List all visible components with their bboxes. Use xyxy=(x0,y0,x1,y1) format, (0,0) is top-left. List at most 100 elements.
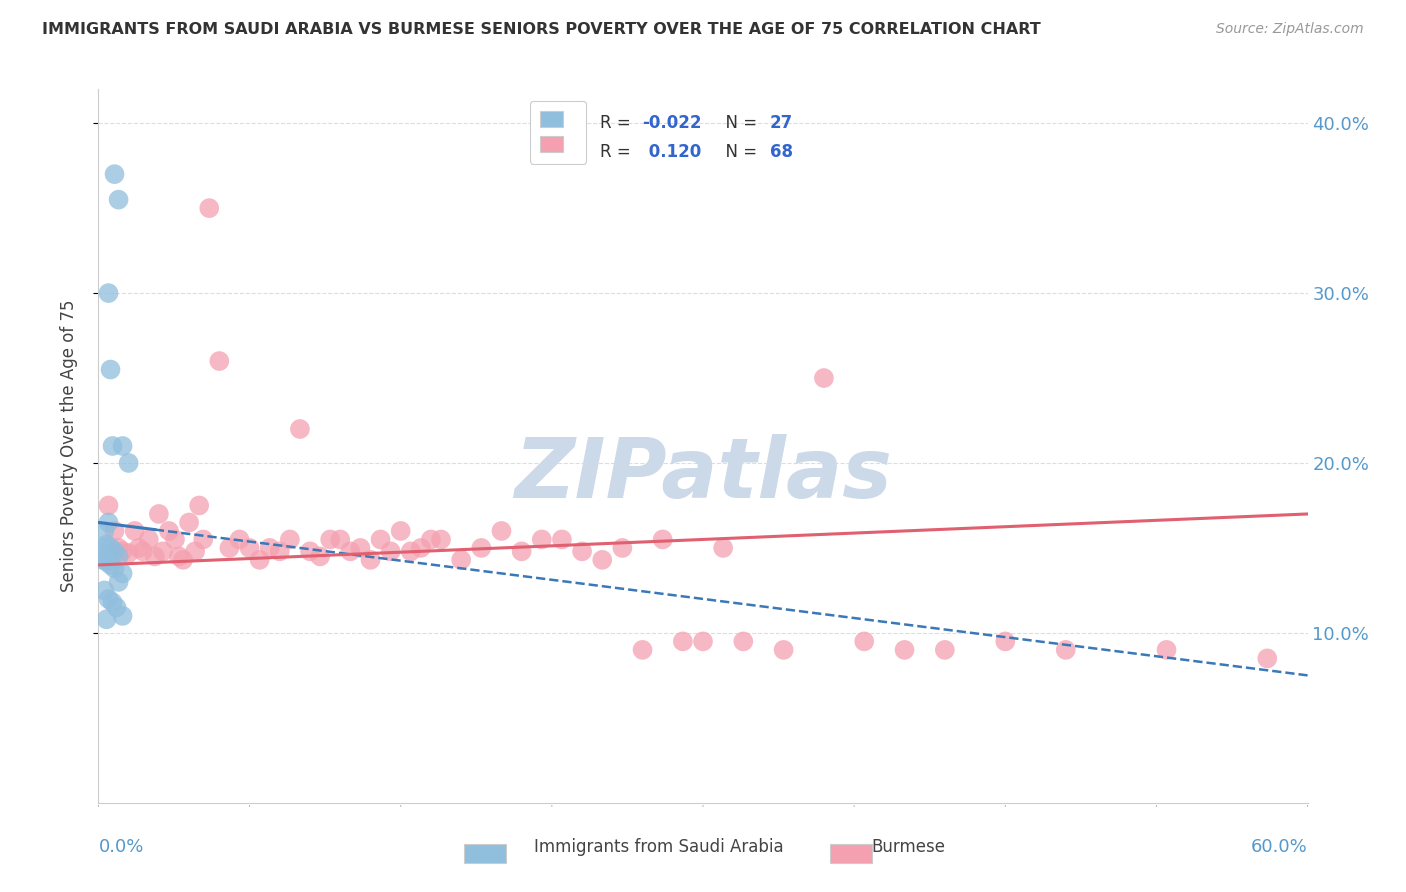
Point xyxy=(1054,643,1077,657)
Point xyxy=(103,524,125,538)
Point xyxy=(853,634,876,648)
Point xyxy=(157,524,180,538)
Point xyxy=(893,643,915,657)
Text: 68: 68 xyxy=(769,143,793,161)
Point xyxy=(692,634,714,648)
Point xyxy=(399,544,422,558)
Point xyxy=(103,167,125,181)
Point xyxy=(103,544,125,558)
Text: 27: 27 xyxy=(769,114,793,132)
Point xyxy=(118,546,141,560)
Point xyxy=(651,533,673,547)
Point xyxy=(103,561,125,575)
Point xyxy=(672,634,695,648)
Point xyxy=(107,549,129,564)
Point xyxy=(239,541,262,555)
Point xyxy=(100,541,122,555)
Point xyxy=(198,201,221,215)
Point xyxy=(105,600,128,615)
Point xyxy=(309,549,332,564)
Text: N =: N = xyxy=(716,114,762,132)
Point xyxy=(430,533,453,547)
Text: 60.0%: 60.0% xyxy=(1251,838,1308,856)
Point xyxy=(96,537,118,551)
Point xyxy=(97,286,120,301)
Point xyxy=(591,553,613,567)
Text: N =: N = xyxy=(716,143,762,161)
Point xyxy=(711,541,734,555)
Point xyxy=(93,524,115,538)
FancyBboxPatch shape xyxy=(830,844,872,863)
Point xyxy=(163,533,186,547)
Point xyxy=(184,544,207,558)
Point xyxy=(259,541,281,555)
Point xyxy=(370,533,392,547)
Point xyxy=(733,634,755,648)
Point xyxy=(299,544,322,558)
Point xyxy=(389,524,412,538)
Point xyxy=(107,541,129,555)
Point xyxy=(319,533,342,547)
Point xyxy=(111,566,134,581)
Point xyxy=(111,439,134,453)
Legend: , : , xyxy=(530,101,586,164)
Point xyxy=(111,544,134,558)
Point xyxy=(138,533,160,547)
Point xyxy=(97,553,120,567)
Point xyxy=(1156,643,1178,657)
Point xyxy=(93,583,115,598)
Point xyxy=(571,544,593,558)
Point xyxy=(329,533,352,547)
Point xyxy=(93,541,115,555)
Point xyxy=(380,544,402,558)
Point xyxy=(148,507,170,521)
Text: ZIPatlas: ZIPatlas xyxy=(515,434,891,515)
Text: 0.120: 0.120 xyxy=(643,143,700,161)
Text: Immigrants from Saudi Arabia: Immigrants from Saudi Arabia xyxy=(534,838,785,856)
Y-axis label: Seniors Poverty Over the Age of 75: Seniors Poverty Over the Age of 75 xyxy=(59,300,77,592)
Point xyxy=(152,544,174,558)
Point xyxy=(107,574,129,589)
Point xyxy=(530,533,553,547)
Point xyxy=(97,499,120,513)
Point xyxy=(228,533,250,547)
Point xyxy=(360,553,382,567)
Point xyxy=(249,553,271,567)
Point xyxy=(167,549,190,564)
Point xyxy=(97,516,120,530)
Point xyxy=(91,553,114,567)
Point xyxy=(491,524,513,538)
Point xyxy=(269,544,291,558)
Point xyxy=(218,541,240,555)
Point xyxy=(111,608,134,623)
Point xyxy=(450,553,472,567)
Point xyxy=(288,422,311,436)
Point xyxy=(631,643,654,657)
Point xyxy=(1256,651,1278,665)
Text: IMMIGRANTS FROM SAUDI ARABIA VS BURMESE SENIORS POVERTY OVER THE AGE OF 75 CORRE: IMMIGRANTS FROM SAUDI ARABIA VS BURMESE … xyxy=(42,22,1040,37)
Point xyxy=(470,541,492,555)
Point xyxy=(96,612,118,626)
Text: Burmese: Burmese xyxy=(872,838,946,856)
FancyBboxPatch shape xyxy=(464,844,506,863)
Point xyxy=(339,544,361,558)
Point xyxy=(107,193,129,207)
Point xyxy=(208,354,231,368)
Point xyxy=(124,524,146,538)
Point xyxy=(118,456,141,470)
Point xyxy=(193,533,215,547)
Point xyxy=(179,516,201,530)
Point xyxy=(349,541,371,555)
Point xyxy=(101,595,124,609)
Point xyxy=(100,558,122,572)
Point xyxy=(132,544,155,558)
Point xyxy=(172,553,194,567)
Point xyxy=(813,371,835,385)
Point xyxy=(772,643,794,657)
Text: -0.022: -0.022 xyxy=(643,114,702,132)
Point xyxy=(420,533,443,547)
Text: R =: R = xyxy=(600,143,637,161)
Point xyxy=(510,544,533,558)
Point xyxy=(97,591,120,606)
Point xyxy=(101,439,124,453)
